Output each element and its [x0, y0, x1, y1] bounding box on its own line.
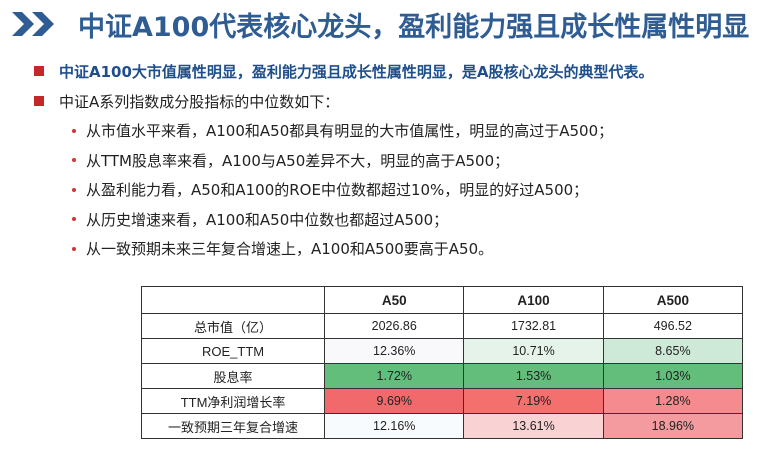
- bullet-level1: 中证A100大市值属性明显，盈利能力强且成长性属性明显，是A股核心龙头的典型代表…: [34, 58, 654, 84]
- slide-title: 中证A100代表核心龙头，盈利能力强且成长性属性明显: [78, 11, 750, 43]
- bullet-text: 从一致预期未来三年复合增速上，A100和A500要高于A50。: [86, 240, 494, 259]
- table-cell: 1732.81: [463, 313, 604, 339]
- table-row: 一致预期三年复合增速 12.16% 13.61% 18.96%: [140, 413, 744, 439]
- table-cell: 1.28%: [602, 388, 744, 414]
- slide-header: 中证A100代表核心龙头，盈利能力强且成长性属性明显: [10, 4, 749, 44]
- column-header-a500: A500: [602, 286, 744, 314]
- table-cell: 1.72%: [324, 363, 465, 389]
- square-bullet-icon: [34, 96, 44, 106]
- bullet-text: 从市值水平来看，A100和A50都具有明显的大市值属性，明显的高过于A500；: [86, 122, 614, 141]
- table-cell: 12.16%: [324, 413, 465, 439]
- table-cell: 13.61%: [463, 413, 604, 439]
- bullet-level2: 从一致预期未来三年复合增速上，A100和A500要高于A50。: [72, 234, 654, 264]
- table-row: 总市值（亿） 2026.86 1732.81 496.52: [140, 313, 744, 339]
- bullet-level2: 从TTM股息率来看，A100与A50差异不大，明显的高于A500；: [72, 146, 654, 176]
- dot-bullet-icon: [72, 246, 76, 251]
- bullet-level2: 从历史增速来看，A100和A50中位数也都超过A500；: [72, 205, 654, 235]
- table-row: TTM净利润增长率 9.69% 7.19% 1.28%: [140, 388, 744, 414]
- index-comparison-table: A50 A100 A500 总市值（亿） 2026.86 1732.81 496…: [140, 286, 744, 439]
- dot-bullet-icon: [72, 217, 76, 222]
- bullet-text: 从盈利能力看，A50和A100的ROE中位数都超过10%，明显的好过A500；: [86, 181, 589, 200]
- bullet-level2: 从市值水平来看，A100和A50都具有明显的大市值属性，明显的高过于A500；: [72, 116, 654, 146]
- row-label: 一致预期三年复合增速: [140, 413, 326, 439]
- dot-bullet-icon: [72, 128, 76, 133]
- row-label: 总市值（亿）: [140, 313, 326, 339]
- bullet-text: 从历史增速来看，A100和A50中位数也都超过A500；: [86, 210, 449, 229]
- table-cell: 8.65%: [602, 338, 744, 364]
- square-bullet-icon: [34, 66, 44, 76]
- dot-bullet-icon: [72, 187, 76, 192]
- table-cell: 7.19%: [463, 388, 604, 414]
- table-cell: 1.03%: [602, 363, 744, 389]
- row-label: TTM净利润增长率: [140, 388, 326, 414]
- column-header-a100: A100: [463, 286, 604, 314]
- row-label: ROE_TTM: [140, 338, 326, 364]
- table-header-row: A50 A100 A500: [140, 286, 744, 314]
- table-cell: 12.36%: [324, 338, 465, 364]
- bullet-text: 中证A100大市值属性明显，盈利能力强且成长性属性明显，是A股核心龙头的典型代表…: [59, 62, 654, 81]
- table-row: 股息率 1.72% 1.53% 1.03%: [140, 363, 744, 389]
- table-row: ROE_TTM 12.36% 10.71% 8.65%: [140, 338, 744, 364]
- bullet-level2: 从盈利能力看，A50和A100的ROE中位数都超过10%，明显的好过A500；: [72, 175, 654, 205]
- table-cell: 496.52: [602, 313, 744, 339]
- dot-bullet-icon: [72, 158, 76, 163]
- table-cell: 2026.86: [324, 313, 465, 339]
- table-cell: 1.53%: [463, 363, 604, 389]
- row-label: 股息率: [140, 363, 326, 389]
- table-corner-cell: [140, 286, 326, 314]
- bullet-level1: 中证A系列指数成分股指标的中位数如下：: [34, 88, 654, 114]
- table-cell: 9.69%: [324, 388, 465, 414]
- bullet-text: 从TTM股息率来看，A100与A50差异不大，明显的高于A500；: [86, 151, 510, 170]
- double-chevron-right-icon: [12, 12, 54, 36]
- column-header-a50: A50: [324, 286, 465, 314]
- table-cell: 10.71%: [463, 338, 604, 364]
- bullet-text: 中证A系列指数成分股指标的中位数如下：: [59, 92, 340, 111]
- bullet-list: 中证A100大市值属性明显，盈利能力强且成长性属性明显，是A股核心龙头的典型代表…: [34, 58, 654, 264]
- table-cell: 18.96%: [602, 413, 744, 439]
